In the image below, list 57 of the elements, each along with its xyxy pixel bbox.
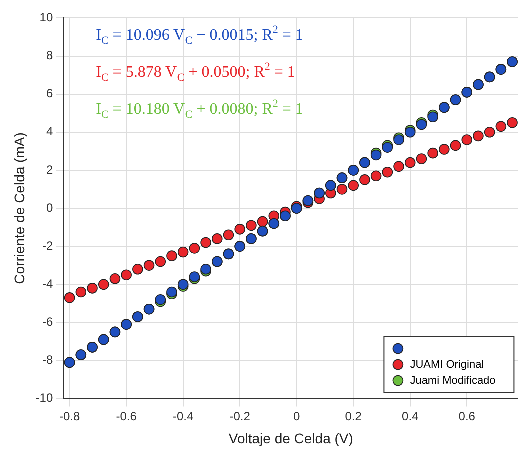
point — [110, 274, 121, 284]
point — [360, 174, 370, 186]
x-tick-label: 0.4 — [402, 409, 420, 424]
y-tick-label: 0 — [46, 200, 54, 215]
point — [234, 224, 246, 235]
point — [348, 180, 360, 192]
point — [64, 292, 76, 304]
legend-label: Juami Modificado — [410, 374, 496, 387]
point — [370, 170, 382, 182]
point — [166, 250, 178, 262]
y-tick-label: 2 — [46, 162, 54, 177]
point — [121, 270, 132, 281]
y-tick-label: -10 — [36, 391, 54, 406]
x-axis-title: Voltaje de Celda (V) — [228, 430, 354, 446]
point — [257, 216, 268, 228]
point — [76, 286, 87, 298]
y-tick-label: 4 — [46, 124, 54, 139]
point — [484, 126, 496, 138]
point — [450, 140, 462, 152]
point — [155, 256, 166, 268]
y-tick-label: 8 — [46, 48, 54, 63]
point — [144, 260, 155, 271]
point — [496, 121, 507, 132]
point — [404, 157, 416, 168]
point — [87, 283, 98, 294]
x-tick-label: -0.2 — [230, 409, 251, 424]
x-tick-label: 0.2 — [345, 409, 362, 424]
point — [200, 237, 212, 248]
y-tick-label: -8 — [42, 353, 54, 368]
y-tick-label: -6 — [42, 314, 54, 329]
point — [473, 130, 484, 142]
y-axis-title: Corriente de Celda (mA) — [11, 132, 28, 284]
y-tick-label: -2 — [42, 238, 54, 253]
y-tick-label: 10 — [40, 10, 54, 25]
point — [394, 161, 404, 172]
point — [212, 234, 223, 244]
x-tick-label: -0.8 — [59, 409, 80, 424]
y-tick-label: 6 — [46, 86, 54, 101]
point — [178, 246, 189, 258]
x-tick-label: -0.6 — [116, 409, 138, 424]
point — [382, 166, 394, 178]
point — [439, 144, 450, 155]
point — [416, 154, 428, 164]
point — [189, 243, 200, 254]
x-tick-label: -0.4 — [172, 409, 194, 424]
point — [223, 230, 234, 241]
point — [98, 279, 110, 290]
y-tick-label: -4 — [42, 276, 54, 291]
point — [132, 264, 144, 275]
x-tick-label: 0 — [294, 409, 301, 424]
point — [428, 148, 438, 159]
x-tick-label: 0.6 — [458, 409, 476, 424]
point — [246, 220, 257, 232]
legend-label: JUAMI Original — [410, 358, 484, 371]
point — [336, 184, 348, 195]
point — [507, 117, 518, 128]
point — [462, 134, 473, 146]
